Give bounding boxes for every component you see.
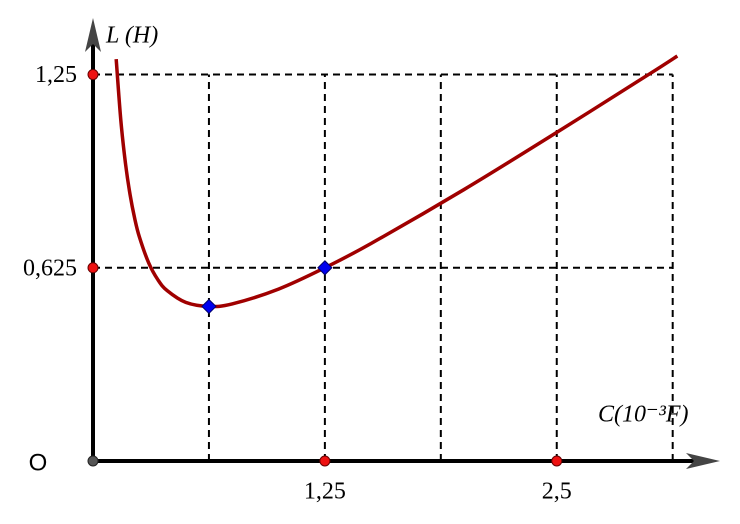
x-tick-dot [551, 455, 563, 467]
curve [114, 54, 679, 309]
y-axis-label: L (H) [105, 23, 158, 49]
y-tick-label: 1,25 [35, 62, 77, 88]
x-tick-dot [319, 455, 331, 467]
x-tick-label: 1,25 [304, 479, 346, 505]
origin-dot [87, 455, 99, 467]
y-arrow [85, 18, 101, 52]
point [201, 298, 217, 315]
y-tick-label: 0,625 [23, 255, 77, 281]
y-tick-dot [87, 262, 99, 274]
x-axis-label: C(10⁻³F) [598, 402, 689, 428]
y-tick-dot [87, 69, 99, 81]
x-tick-label: 2,5 [542, 479, 572, 505]
origin-label: O [29, 449, 48, 476]
point [317, 260, 333, 276]
x-arrow [686, 453, 720, 469]
